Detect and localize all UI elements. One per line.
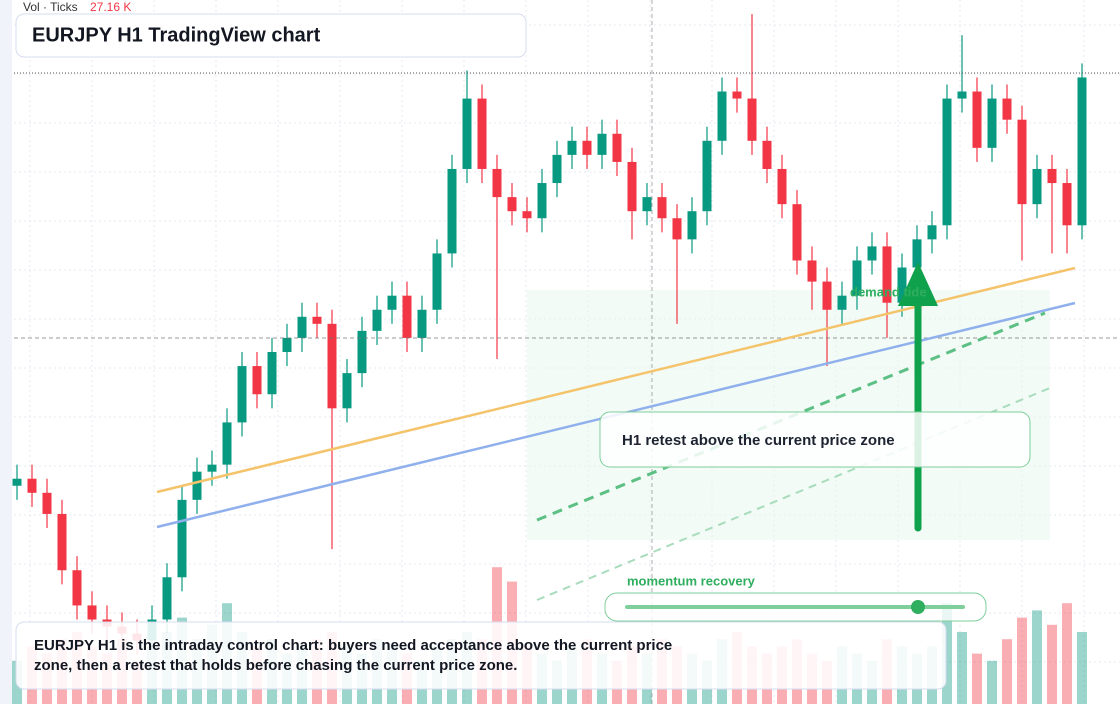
candle-body bbox=[882, 246, 892, 303]
candle-body bbox=[867, 246, 877, 261]
candle-body bbox=[1062, 183, 1072, 226]
candle-body bbox=[432, 253, 442, 310]
candle-body bbox=[567, 140, 577, 155]
candle-body bbox=[942, 98, 952, 226]
candle-body bbox=[192, 471, 202, 500]
candle-body bbox=[537, 183, 547, 219]
candle-body bbox=[87, 605, 97, 620]
candle-body bbox=[777, 168, 787, 205]
candle-body bbox=[387, 295, 397, 310]
candle-body bbox=[687, 211, 697, 240]
candle-body bbox=[522, 211, 532, 219]
volume-bar bbox=[987, 660, 997, 704]
candle-body bbox=[492, 168, 502, 198]
candle-body bbox=[447, 168, 457, 254]
arrow-head bbox=[898, 262, 938, 306]
candle-body bbox=[417, 309, 427, 338]
slider-knob[interactable] bbox=[911, 600, 925, 614]
candle-body bbox=[582, 140, 592, 155]
candle-body bbox=[657, 197, 667, 219]
volume-bar bbox=[957, 632, 967, 704]
zone-label: H1 retest above the current price zone bbox=[622, 432, 895, 449]
candle-body bbox=[252, 366, 262, 395]
candle-body bbox=[372, 309, 382, 331]
candles bbox=[12, 14, 1087, 655]
candle-body bbox=[837, 295, 847, 310]
volume-bar bbox=[972, 653, 982, 704]
candle-body bbox=[972, 91, 982, 148]
candle-body bbox=[402, 295, 412, 338]
candle-body bbox=[237, 366, 247, 423]
candle-body bbox=[897, 267, 907, 303]
candle-body bbox=[57, 513, 67, 571]
volume-bar bbox=[1077, 632, 1087, 704]
candle-body bbox=[807, 260, 817, 282]
candle-body bbox=[12, 478, 22, 486]
candle-body bbox=[762, 140, 772, 169]
candle-body bbox=[822, 281, 832, 310]
left-edge bbox=[0, 0, 12, 704]
volume-bar bbox=[1032, 610, 1042, 704]
candle-body bbox=[957, 91, 967, 99]
candle-body bbox=[342, 373, 352, 409]
candle-body bbox=[642, 197, 652, 212]
candle-body bbox=[222, 422, 232, 465]
candle-body bbox=[72, 570, 82, 606]
candle-body bbox=[1077, 77, 1087, 226]
candle-body bbox=[1017, 119, 1027, 205]
candle-body bbox=[207, 464, 217, 472]
title: EURJPY H1 TradingView chart bbox=[32, 24, 321, 46]
caption-wrap: EURJPY H1 is the intraday control chart:… bbox=[34, 637, 673, 674]
candle-body bbox=[912, 239, 922, 268]
candle-body bbox=[717, 91, 727, 141]
candle-body bbox=[597, 133, 607, 155]
candle-body bbox=[357, 330, 367, 374]
title-box bbox=[15, 13, 527, 58]
candle-body bbox=[162, 577, 172, 620]
candle-body bbox=[507, 197, 517, 212]
volume-bar bbox=[1017, 617, 1027, 704]
caption-box bbox=[15, 621, 947, 690]
candle-body bbox=[927, 225, 937, 240]
volume-bar bbox=[1002, 639, 1012, 704]
candle-body bbox=[792, 204, 802, 261]
candle-body bbox=[552, 154, 562, 184]
zone-box bbox=[599, 411, 1031, 468]
candle-body bbox=[42, 492, 52, 514]
volume-bar bbox=[942, 603, 952, 704]
candle-body bbox=[297, 316, 307, 338]
candle-body bbox=[327, 323, 337, 409]
annotation: demand tide bbox=[850, 284, 927, 299]
candle-body bbox=[852, 260, 862, 296]
caption: EURJPY H1 is the intraday control chart:… bbox=[34, 637, 673, 674]
candle-body bbox=[282, 337, 292, 352]
candle-body bbox=[1002, 98, 1012, 120]
candle-body bbox=[987, 98, 997, 148]
candle-body bbox=[312, 316, 322, 324]
candle-body bbox=[267, 352, 277, 395]
candle-body bbox=[732, 91, 742, 99]
candle-body bbox=[477, 98, 487, 169]
candle-body bbox=[462, 98, 472, 169]
slider-label: momentum recovery bbox=[627, 573, 756, 588]
volume-bar bbox=[1047, 624, 1057, 704]
candle-body bbox=[627, 161, 637, 212]
candle-body bbox=[177, 499, 187, 578]
volume-label: Vol · Ticks bbox=[23, 0, 78, 14]
candle-body bbox=[747, 98, 757, 141]
volume-bar bbox=[1062, 603, 1072, 704]
candle-body bbox=[672, 218, 682, 240]
candle-body bbox=[702, 140, 712, 212]
candle-body bbox=[27, 478, 37, 493]
candle-body bbox=[1047, 168, 1057, 184]
candle-body bbox=[1032, 168, 1042, 205]
volume-value: 27.16 K bbox=[90, 0, 131, 14]
candle-body bbox=[612, 133, 622, 162]
